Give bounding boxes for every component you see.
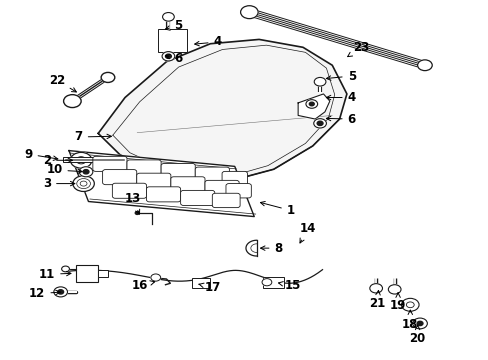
Text: 13: 13 [124, 192, 140, 214]
Circle shape [369, 284, 382, 293]
Text: 22: 22 [48, 74, 76, 92]
Circle shape [54, 287, 67, 297]
FancyBboxPatch shape [195, 167, 229, 182]
Circle shape [135, 212, 139, 215]
Circle shape [317, 121, 323, 126]
Text: 23: 23 [347, 41, 369, 57]
Polygon shape [98, 40, 346, 184]
Circle shape [151, 274, 160, 281]
Text: 21: 21 [368, 291, 385, 310]
Bar [98, 270, 108, 277]
Text: 19: 19 [389, 293, 406, 312]
Text: 20: 20 [408, 325, 425, 345]
Circle shape [401, 298, 418, 311]
Circle shape [58, 290, 63, 294]
Text: 4: 4 [325, 91, 355, 104]
FancyBboxPatch shape [180, 190, 214, 206]
Circle shape [83, 170, 89, 174]
FancyBboxPatch shape [212, 193, 240, 208]
FancyBboxPatch shape [161, 163, 195, 179]
Text: 18: 18 [401, 310, 418, 331]
Text: 3: 3 [43, 177, 75, 190]
Polygon shape [69, 150, 254, 217]
Text: 16: 16 [131, 279, 154, 292]
Circle shape [240, 6, 258, 19]
Text: 9: 9 [24, 148, 58, 161]
Circle shape [313, 119, 326, 128]
FancyBboxPatch shape [225, 184, 251, 198]
Circle shape [73, 176, 94, 192]
FancyBboxPatch shape [102, 170, 137, 185]
Bar [158, 29, 186, 52]
Text: 11: 11 [39, 268, 71, 281]
Bar [63, 157, 125, 162]
Text: 17: 17 [199, 281, 221, 294]
Text: 5: 5 [325, 69, 355, 82]
Text: 7: 7 [75, 130, 111, 144]
Text: 8: 8 [260, 242, 282, 255]
FancyBboxPatch shape [222, 171, 247, 186]
Text: 6: 6 [165, 51, 183, 64]
Circle shape [162, 13, 174, 21]
Circle shape [165, 54, 171, 58]
Text: 15: 15 [278, 279, 301, 292]
Circle shape [162, 51, 174, 61]
FancyBboxPatch shape [93, 156, 127, 171]
Circle shape [417, 60, 431, 71]
FancyBboxPatch shape [112, 183, 146, 198]
Polygon shape [298, 94, 329, 119]
Text: 6: 6 [325, 113, 355, 126]
Text: 10: 10 [46, 163, 82, 176]
Circle shape [387, 285, 400, 294]
Circle shape [79, 167, 93, 177]
FancyBboxPatch shape [146, 187, 180, 202]
Circle shape [61, 266, 69, 272]
Circle shape [309, 102, 314, 106]
Circle shape [305, 100, 317, 108]
Circle shape [314, 77, 325, 86]
Text: 4: 4 [194, 35, 222, 49]
FancyBboxPatch shape [127, 160, 161, 175]
Circle shape [406, 302, 413, 308]
Text: 2: 2 [43, 154, 72, 167]
FancyBboxPatch shape [170, 177, 204, 192]
Circle shape [101, 72, 115, 82]
Circle shape [63, 95, 81, 108]
Text: 12: 12 [29, 287, 60, 300]
Bar [76, 265, 98, 282]
FancyBboxPatch shape [137, 173, 170, 188]
Circle shape [76, 157, 86, 164]
FancyBboxPatch shape [204, 180, 239, 195]
Text: 5: 5 [165, 19, 183, 32]
Text: 1: 1 [260, 202, 294, 217]
Bar [191, 278, 210, 288]
Bar [263, 277, 283, 288]
Text: 14: 14 [299, 222, 315, 243]
Circle shape [70, 152, 92, 168]
Circle shape [416, 321, 422, 325]
Circle shape [262, 279, 271, 286]
Circle shape [412, 318, 427, 329]
